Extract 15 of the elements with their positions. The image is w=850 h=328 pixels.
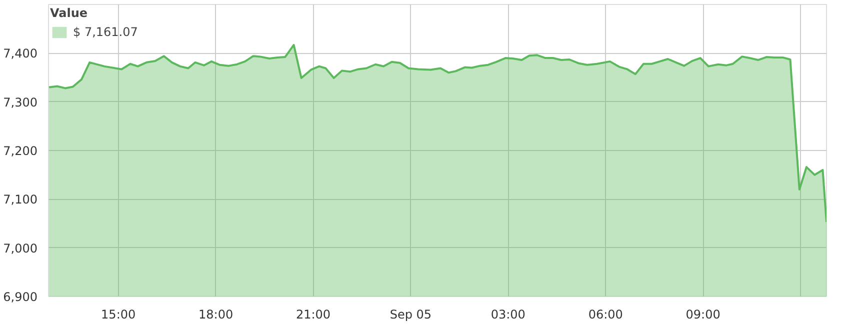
y-tick-label: 7,400 bbox=[3, 46, 38, 61]
y-tick-label: 7,200 bbox=[3, 144, 38, 158]
x-tick-label: 03:00 bbox=[490, 308, 526, 322]
y-tick-label: 7,000 bbox=[3, 241, 38, 256]
x-tick-label: Sep 05 bbox=[390, 308, 432, 322]
x-tick-label: 21:00 bbox=[296, 308, 331, 322]
x-tick-label: 09:00 bbox=[686, 308, 720, 322]
y-tick-label: 6,900 bbox=[3, 290, 38, 304]
y-tick-label: 7,300 bbox=[3, 95, 38, 110]
x-tick-label: 15:00 bbox=[101, 308, 136, 322]
x-tick-label: 06:00 bbox=[588, 308, 623, 322]
x-tick-label: 18:00 bbox=[198, 308, 234, 322]
legend-label: $ 7,161.07 bbox=[73, 25, 138, 39]
legend-title: Value bbox=[50, 6, 89, 20]
y-tick-label: 7,100 bbox=[3, 192, 38, 207]
